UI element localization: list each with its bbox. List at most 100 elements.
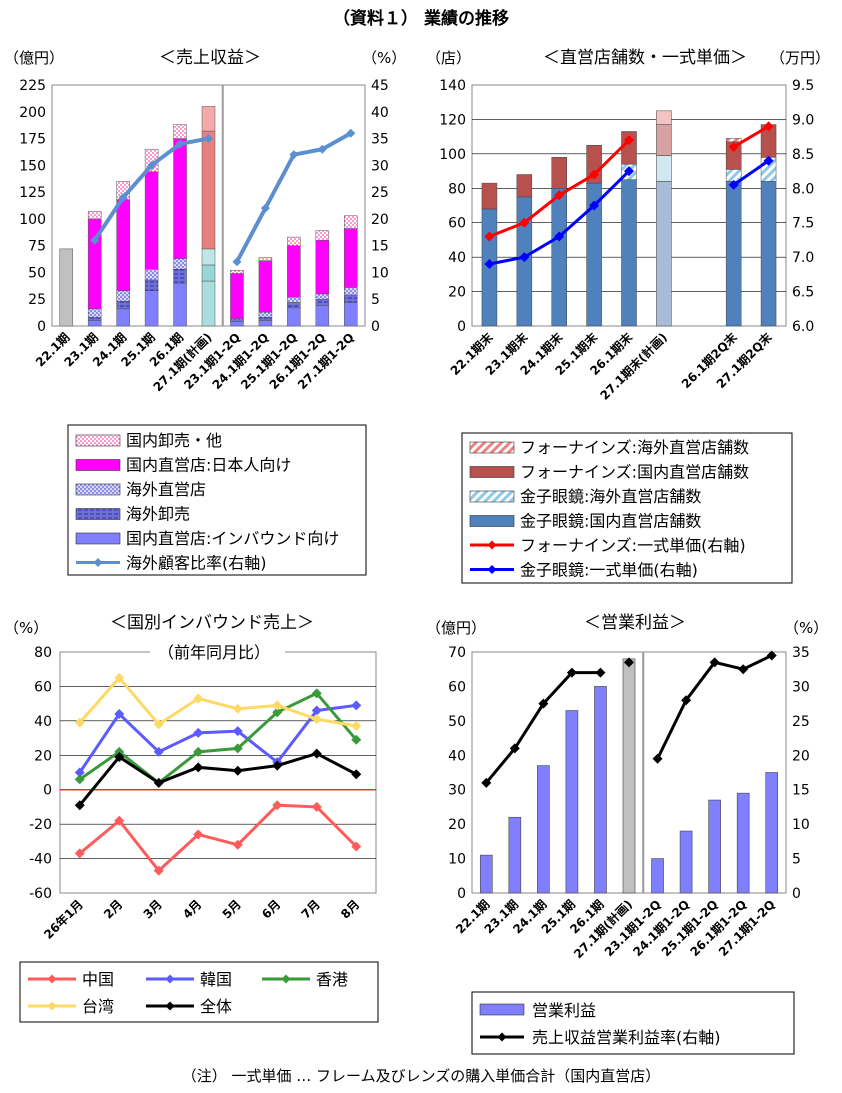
legend-box <box>461 432 793 584</box>
bar <box>679 830 693 894</box>
legend-label: 台湾 <box>82 997 114 1016</box>
series-point <box>272 707 283 718</box>
bar <box>651 858 664 894</box>
y-tick-left: 30 <box>448 783 466 799</box>
bar-segment <box>725 181 742 327</box>
y-tick-right: 8.0 <box>792 181 814 197</box>
bar-segment <box>344 302 358 327</box>
bar-segment <box>116 301 130 310</box>
legend-marker <box>165 1001 175 1011</box>
bar-segment <box>656 155 672 182</box>
line-point <box>232 257 242 267</box>
y-tick-left: 70 <box>448 645 466 661</box>
series-point <box>193 693 204 704</box>
series-line <box>78 675 357 728</box>
bar-segment <box>116 199 130 291</box>
series-point <box>114 752 125 763</box>
legend-swatch <box>469 515 515 527</box>
legend-marker <box>165 974 175 984</box>
series-point <box>232 839 243 850</box>
bar-segment <box>656 124 672 156</box>
line-point <box>118 192 128 202</box>
legend-box <box>67 424 367 576</box>
series-point <box>193 727 204 738</box>
margin-point <box>481 777 492 788</box>
legend-label: フォーナインズ:一式単価(右軸) <box>520 536 746 555</box>
legend-label: 香港 <box>316 970 348 989</box>
bar-segment <box>144 268 159 281</box>
bar-segment <box>315 298 330 306</box>
series-point <box>272 700 283 711</box>
bar-segment <box>315 230 330 241</box>
series-point <box>193 829 204 840</box>
y-tick-left: 75 <box>28 239 46 255</box>
legend: フォーナインズ:海外直営店舗数フォーナインズ:国内直営店舗数金子眼鏡:海外直営店… <box>461 432 793 584</box>
y-tick-right: 8.5 <box>792 147 814 163</box>
y-tick-left: 40 <box>448 250 466 266</box>
y-axis-right-unit: （万円） <box>770 49 830 67</box>
y-tick-left: 20 <box>448 285 466 301</box>
series-point <box>272 760 283 771</box>
price-point <box>589 169 600 180</box>
series-point <box>272 800 283 811</box>
series-point <box>74 848 85 859</box>
y-tick-right: 9.5 <box>792 78 814 94</box>
y-tick-left: 20 <box>448 817 466 833</box>
legend-marker <box>487 540 497 550</box>
y-tick-right: 40 <box>371 105 389 121</box>
bar-segment <box>116 308 130 327</box>
series-point <box>311 801 322 812</box>
legend-label: 中国 <box>82 970 114 989</box>
bar-segment <box>287 302 301 309</box>
plot-area <box>59 651 377 894</box>
series-point <box>114 746 125 757</box>
price-point <box>763 121 774 132</box>
price-point <box>484 231 495 242</box>
legend-swatch <box>75 434 121 447</box>
y-tick-left: 0 <box>457 319 466 335</box>
series-point <box>153 865 164 876</box>
bar-segment <box>258 260 273 313</box>
y-tick-left: 0 <box>37 319 46 335</box>
legend-marker <box>47 1001 57 1011</box>
page-title: （資料１） 業績の推移 <box>333 8 509 29</box>
x-tick-label: 5月 <box>220 897 244 921</box>
legend-swatch <box>469 466 515 478</box>
series-point <box>193 746 204 757</box>
margin-point <box>709 657 720 668</box>
y-tick-right: 35 <box>371 132 389 148</box>
margin-point <box>766 650 777 661</box>
line-point <box>289 150 299 160</box>
series-point <box>311 688 322 699</box>
y-tick-left: 60 <box>448 216 466 232</box>
price-line <box>732 125 770 149</box>
bar-segment <box>344 228 358 288</box>
y-tick-right: 20 <box>371 212 389 228</box>
legend-marker <box>93 558 103 567</box>
y-tick-left: 150 <box>19 158 46 174</box>
bar <box>479 854 493 894</box>
y-tick-right: 7.0 <box>792 250 814 266</box>
legend-swatch <box>75 508 121 520</box>
bar-segment <box>173 138 187 259</box>
y-axis-right-unit: （%） <box>784 619 828 637</box>
price-point <box>589 200 600 211</box>
bar-segment <box>173 282 187 327</box>
legend-label: 国内直営店:日本人向け <box>126 456 291 475</box>
bar-segment <box>144 290 159 327</box>
bar-segment <box>258 320 273 327</box>
bar-segment <box>144 171 159 270</box>
y-tick: 0 <box>43 783 52 799</box>
bar-segment <box>315 305 330 327</box>
y-tick-left: 120 <box>439 112 466 128</box>
y-tick-right: 10 <box>792 817 810 833</box>
series-point <box>232 743 243 754</box>
series-point <box>114 672 125 683</box>
price-point <box>554 190 565 201</box>
bar-segment <box>287 245 301 298</box>
series-line <box>78 751 357 807</box>
legend-marker <box>497 1032 507 1042</box>
bar-segment <box>201 280 216 327</box>
bar-segment <box>258 317 273 321</box>
